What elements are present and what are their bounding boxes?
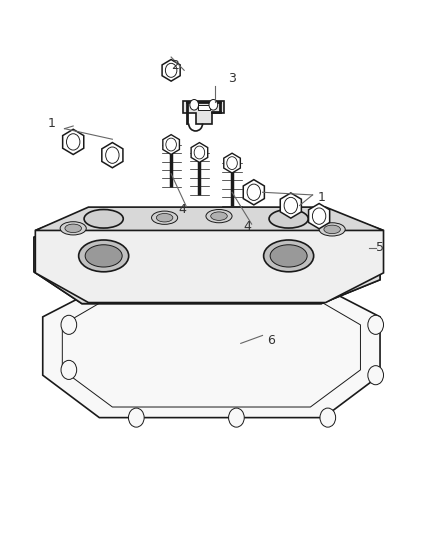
Text: 1: 1 [47, 117, 55, 130]
Text: 5: 5 [376, 241, 384, 254]
Polygon shape [35, 207, 384, 230]
Circle shape [209, 100, 218, 110]
Circle shape [190, 100, 198, 110]
Ellipse shape [152, 211, 178, 224]
Ellipse shape [60, 222, 86, 235]
Circle shape [368, 316, 384, 334]
Circle shape [229, 279, 244, 298]
Circle shape [320, 408, 336, 427]
Polygon shape [308, 204, 330, 229]
Ellipse shape [85, 245, 122, 267]
Polygon shape [35, 209, 384, 303]
Circle shape [227, 157, 237, 169]
Circle shape [61, 360, 77, 379]
Polygon shape [34, 211, 380, 304]
Circle shape [128, 408, 144, 427]
Ellipse shape [270, 245, 307, 267]
Circle shape [106, 147, 119, 163]
Polygon shape [162, 60, 180, 81]
Polygon shape [34, 214, 380, 304]
Ellipse shape [211, 212, 227, 220]
Polygon shape [224, 153, 240, 173]
Circle shape [166, 138, 177, 151]
Circle shape [229, 408, 244, 427]
Text: 1: 1 [318, 191, 325, 204]
Ellipse shape [206, 209, 232, 223]
Text: 2: 2 [172, 59, 180, 71]
Circle shape [368, 366, 384, 385]
Circle shape [247, 184, 261, 200]
Ellipse shape [319, 223, 345, 236]
Polygon shape [43, 288, 380, 418]
Polygon shape [34, 214, 380, 245]
Polygon shape [163, 135, 180, 155]
Ellipse shape [269, 209, 308, 228]
Polygon shape [63, 130, 84, 155]
Circle shape [128, 279, 144, 298]
Circle shape [316, 281, 331, 300]
Text: 6: 6 [267, 334, 275, 347]
Polygon shape [243, 180, 265, 205]
Text: 4: 4 [244, 220, 251, 233]
Text: 3: 3 [228, 72, 236, 85]
Circle shape [312, 208, 326, 224]
Polygon shape [198, 105, 210, 110]
Polygon shape [62, 296, 360, 407]
Circle shape [194, 146, 205, 159]
Polygon shape [183, 101, 224, 124]
Ellipse shape [84, 209, 123, 228]
Ellipse shape [65, 224, 81, 232]
Ellipse shape [79, 240, 129, 272]
Ellipse shape [156, 214, 173, 222]
Text: 4: 4 [178, 203, 186, 216]
Ellipse shape [264, 240, 314, 272]
Polygon shape [280, 193, 301, 218]
Ellipse shape [324, 225, 340, 233]
Circle shape [166, 63, 177, 77]
Circle shape [61, 316, 77, 334]
Circle shape [67, 134, 80, 150]
Polygon shape [191, 143, 208, 163]
Polygon shape [102, 142, 123, 168]
Circle shape [284, 197, 297, 214]
